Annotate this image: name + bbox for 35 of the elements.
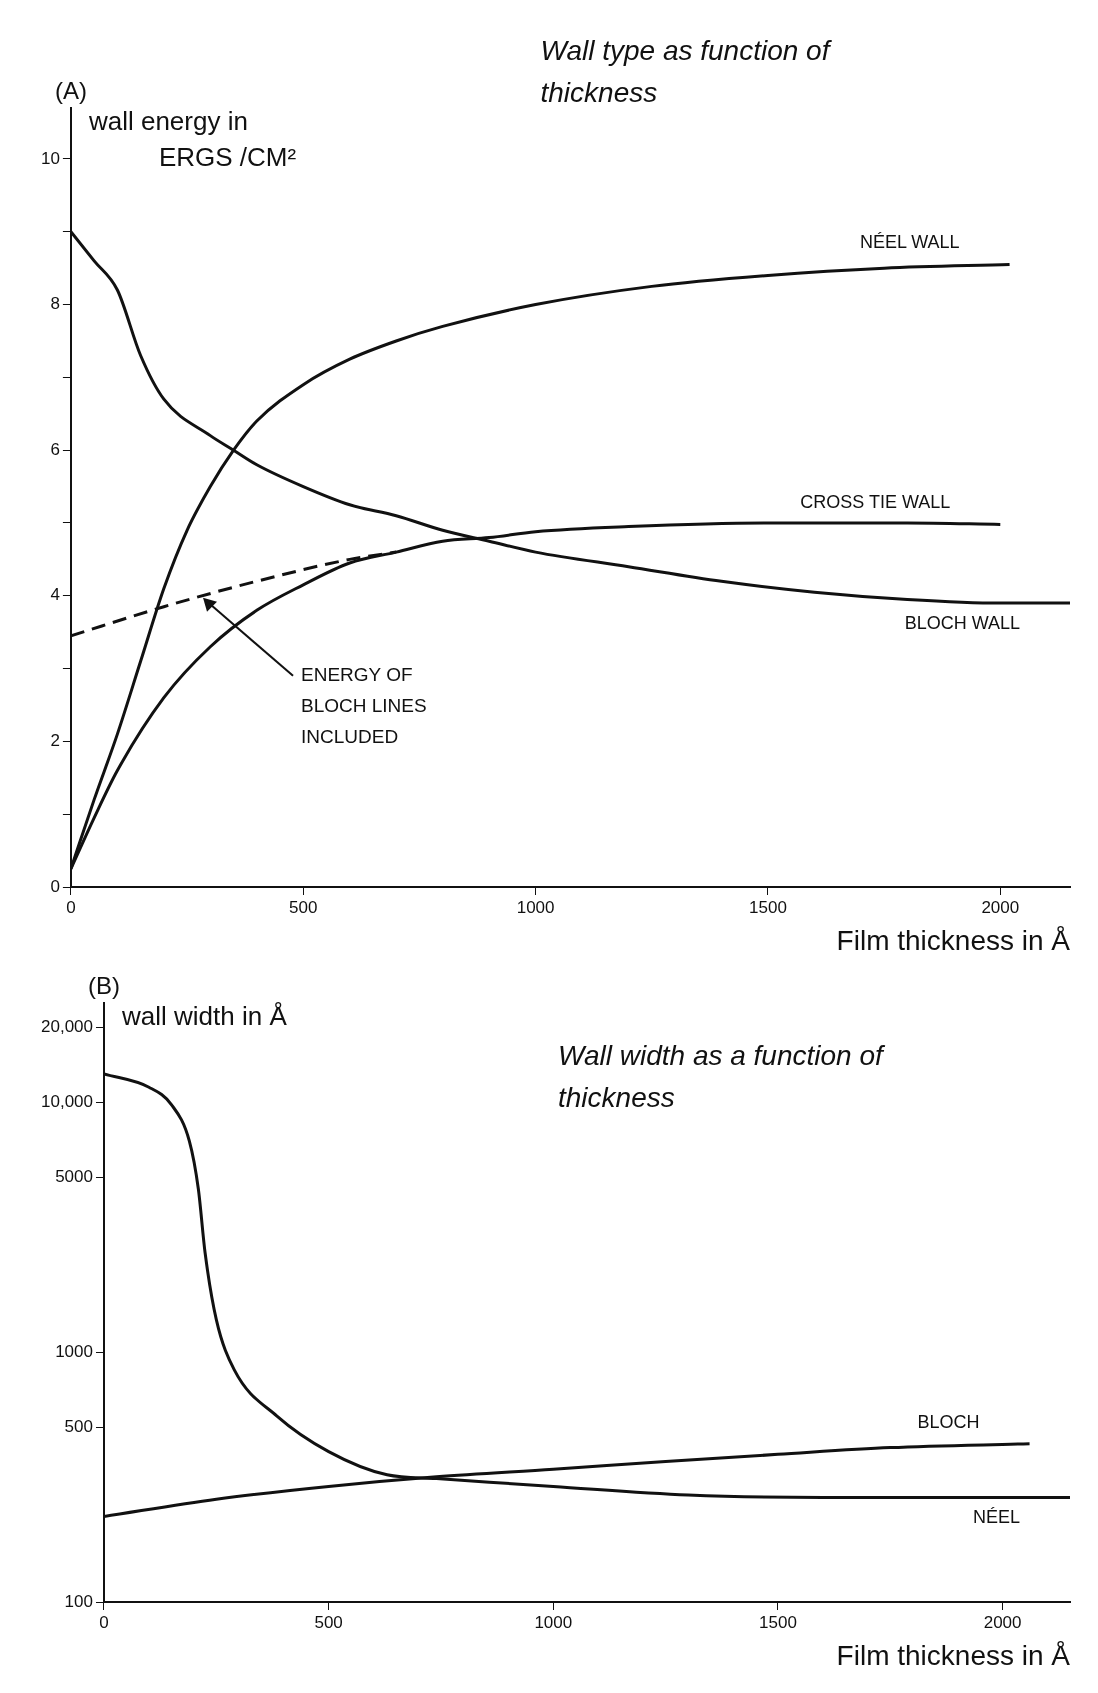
y-tick-label: 5000 [55,1167,93,1187]
x-tick-label: 500 [289,897,318,917]
y-tick-label: 0 [50,876,60,896]
y-tick-label: 500 [64,1417,93,1437]
y-axis-title: wall width in Å [121,1001,288,1032]
y-tick-label: 1000 [55,1341,93,1361]
x-tick-label: 1000 [516,897,555,917]
x-tick-label: 0 [99,1612,109,1632]
series-label: CROSS TIE WALL [800,492,951,513]
x-tick-label: 1000 [534,1612,573,1632]
y-tick-label: 6 [50,439,60,459]
x-tick-label: 1500 [759,1612,797,1632]
y-tick-label: 10,000 [41,1092,93,1112]
y-tick-label: 2 [50,731,60,751]
series-label: BLOCH WALL [904,613,1020,634]
text: (A) [54,76,87,104]
x-tick-label: 1500 [749,897,787,917]
y-tick-label: 4 [50,585,60,605]
y-tick-label: 10 [40,148,60,168]
series-label: NÉEL WALL [859,232,960,253]
y-axis-title: wall energy in ERGS /CM² [87,106,297,173]
y-tick-label: 20,000 [41,1016,93,1036]
series-label: BLOCH [917,1411,980,1432]
series-label: NÉEL [972,1507,1020,1528]
y-tick-label: 100 [64,1591,93,1611]
x-tick-label: 500 [314,1612,343,1632]
x-axis-title: Film thickness in Å [836,1639,1071,1671]
text: (B) [88,971,120,999]
y-tick-label: 8 [50,294,60,314]
x-tick-label: 2000 [983,1612,1022,1632]
chart-title: Wall type as function of thickness [540,34,833,108]
text: Wall width as a function of thickness [558,1039,886,1113]
x-tick-label: 2000 [981,897,1020,917]
annotation: ENERGY OF BLOCH LINES INCLUDED [301,663,427,747]
x-axis-title: Film thickness in Å [836,924,1071,956]
